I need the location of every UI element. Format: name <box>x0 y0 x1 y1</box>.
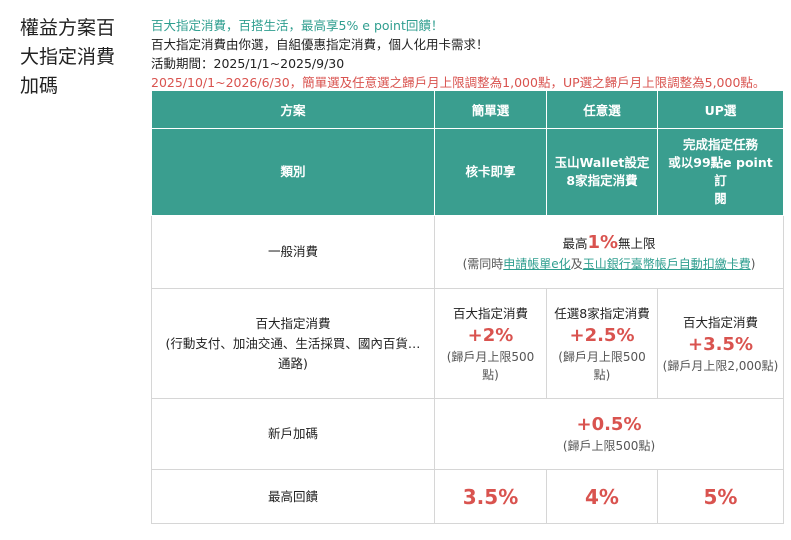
designated-up: 百大指定消費 +3.5% (歸戶月上限2,000點) <box>657 288 784 399</box>
designated-any-rate: +2.5% <box>569 324 635 346</box>
intro-block: 百大指定消費，百搭生活，最高享5% e point回饋！ 百大指定消費由你選，自… <box>151 16 781 92</box>
intro-headline: 百大指定消費，百搭生活，最高享5% e point回饋！ <box>151 18 444 33</box>
kind-up-line1: 完成指定任務 <box>682 137 758 152</box>
kind-any-line2: 8家指定消費 <box>566 173 638 188</box>
general-note-and: 及 <box>570 257 583 271</box>
designated-simple-title: 百大指定消費 <box>452 305 528 321</box>
designated-simple: 百大指定消費 +2% (歸戶月上限500點) <box>434 288 547 399</box>
general-rate: 1% <box>587 232 619 253</box>
table-row-kind: 類別 核卡即享 玉山Wallet設定 8家指定消費 完成指定任務 或以99點e … <box>151 128 784 216</box>
table-row-general: 一般消費 最高1%無上限 (需同時申請帳單e化及玉山銀行臺幣帳戶自動扣繳卡費) <box>151 215 784 289</box>
designated-any-cap: (歸戶月上限500點) <box>558 349 646 382</box>
general-label: 一般消費 <box>151 215 435 289</box>
intro-notice: 2025/10/1~2026/6/30，簡單選及任意選之歸戶月上限調整為1,00… <box>151 75 766 90</box>
designated-simple-rate: +2% <box>467 324 514 346</box>
header-any: 任意選 <box>546 90 658 129</box>
kind-any: 玉山Wallet設定 8家指定消費 <box>546 128 658 216</box>
designated-sublabel: (行動支付、加油交通、生活採買、國內百貨…通路) <box>165 335 421 371</box>
general-suffix: 無上限 <box>618 236 656 251</box>
max-any: 4% <box>546 469 658 524</box>
ebill-link[interactable]: 申請帳單e化 <box>503 257 571 271</box>
intro-description: 百大指定消費由你選，自組優惠指定消費，個人化用卡需求！ <box>151 37 489 52</box>
general-prefix: 最高 <box>562 236 588 251</box>
newuser-cap: (歸戶上限500點) <box>562 439 656 453</box>
designated-any: 任選8家指定消費 +2.5% (歸戶月上限500點) <box>546 288 658 399</box>
designated-up-cap: (歸戶月上限2,000點) <box>662 358 779 373</box>
designated-label: 百大指定消費 <box>255 315 331 331</box>
general-value: 最高1%無上限 (需同時申請帳單e化及玉山銀行臺幣帳戶自動扣繳卡費) <box>434 215 784 289</box>
general-rate-line: 最高1%無上限 <box>435 231 783 255</box>
header-plan: 方案 <box>151 90 435 129</box>
header-simple: 簡單選 <box>434 90 547 129</box>
header-up: UP選 <box>657 90 784 129</box>
kind-up-line2: 或以99點e point訂 <box>668 155 773 188</box>
autopay-link[interactable]: 玉山銀行臺幣帳戶自動扣繳卡費 <box>582 257 751 271</box>
table-header-row: 方案 簡單選 任意選 UP選 <box>151 90 784 129</box>
kind-up: 完成指定任務 或以99點e point訂 閱 <box>657 128 784 216</box>
designated-any-title: 任選8家指定消費 <box>554 305 650 321</box>
designated-simple-cap: (歸戶月上限500點) <box>446 349 535 382</box>
max-simple: 3.5% <box>434 469 547 524</box>
kind-any-line1: 玉山Wallet設定 <box>554 155 650 170</box>
general-note-close: ) <box>750 257 756 271</box>
kind-label: 類別 <box>151 128 435 216</box>
max-label: 最高回饋 <box>151 469 435 524</box>
designated-up-rate: +3.5% <box>687 333 753 355</box>
table-row-newuser: 新戶加碼 +0.5% (歸戶上限500點) <box>151 398 784 470</box>
kind-up-line3: 閱 <box>714 191 727 206</box>
general-note-open: (需同時 <box>462 257 504 271</box>
plan-table: 方案 簡單選 任意選 UP選 類別 核卡即享 玉山Wallet設定 8家指定消費… <box>151 90 784 524</box>
kind-simple: 核卡即享 <box>434 128 547 216</box>
general-note: (需同時申請帳單e化及玉山銀行臺幣帳戶自動扣繳卡費) <box>435 255 783 273</box>
designated-up-title: 百大指定消費 <box>682 314 758 330</box>
newuser-rate: +0.5% <box>576 414 642 435</box>
intro-period: 活動期間：2025/1/1~2025/9/30 <box>151 56 345 71</box>
newuser-value: +0.5% (歸戶上限500點) <box>434 398 784 470</box>
table-row-max: 最高回饋 3.5% 4% 5% <box>151 469 784 524</box>
newuser-label: 新戶加碼 <box>151 398 435 470</box>
max-up: 5% <box>657 469 784 524</box>
page-side-title: 權益方案百大指定消費加碼 <box>20 17 116 97</box>
designated-label-cell: 百大指定消費 (行動支付、加油交通、生活採買、國內百貨…通路) <box>151 288 435 399</box>
table-row-designated: 百大指定消費 (行動支付、加油交通、生活採買、國內百貨…通路) 百大指定消費 +… <box>151 288 784 399</box>
